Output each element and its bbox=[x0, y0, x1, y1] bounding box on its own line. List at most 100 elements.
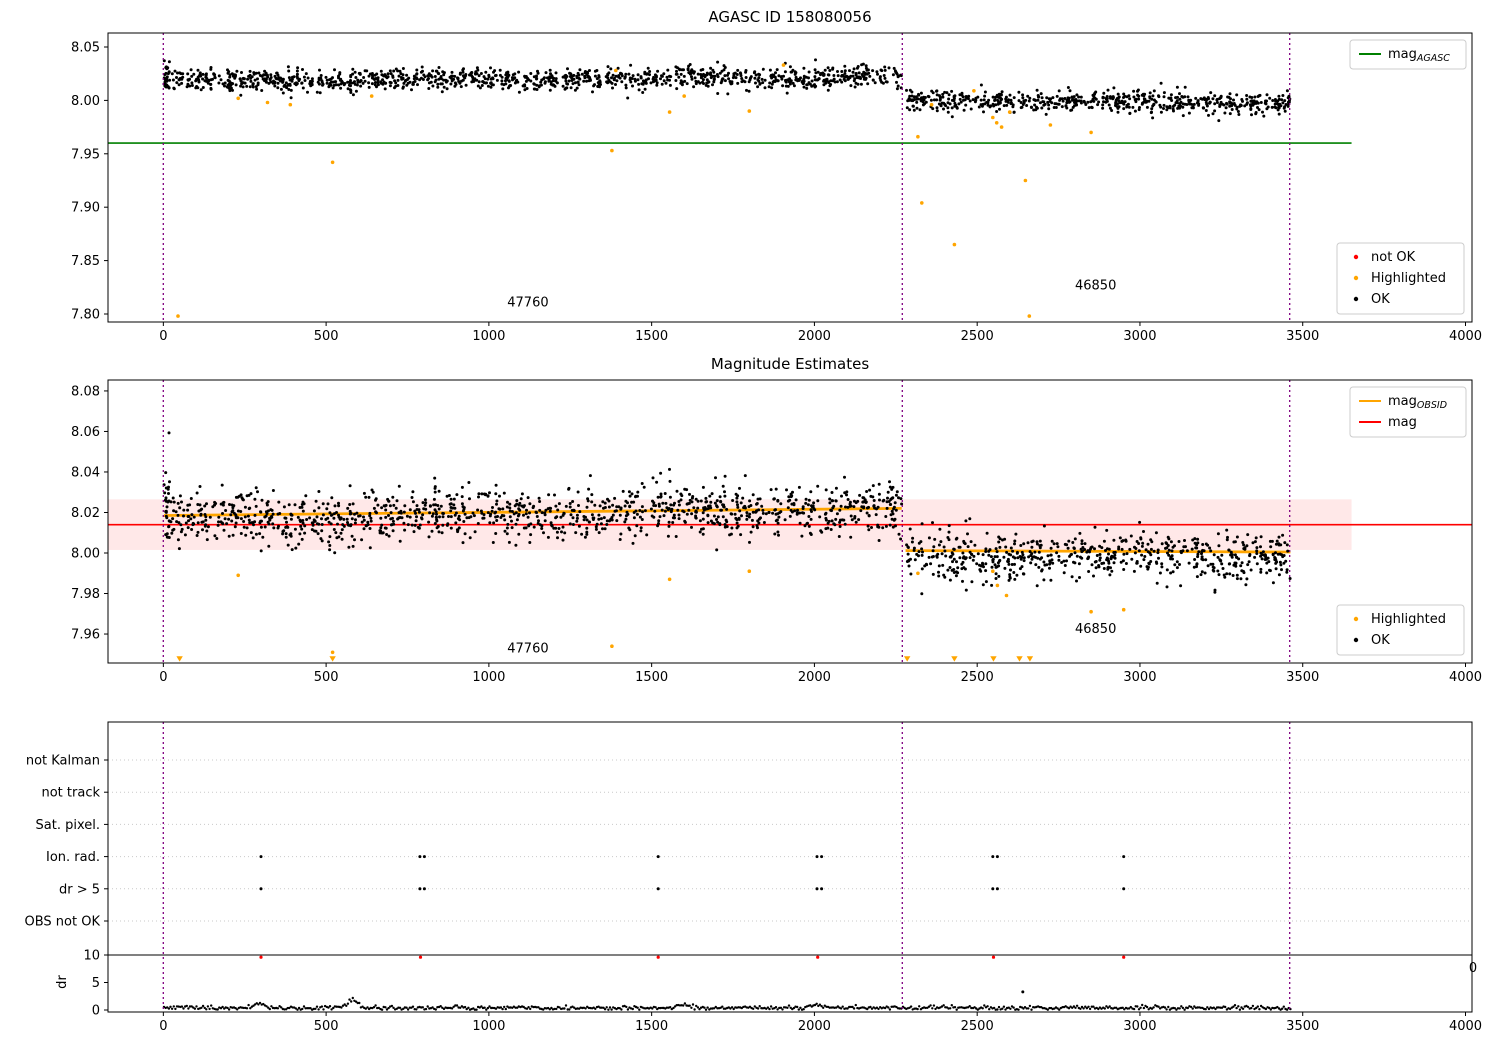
highlighted-point bbox=[1027, 314, 1032, 318]
x-tick-label: 2500 bbox=[961, 329, 994, 344]
highlighted-point bbox=[1004, 593, 1009, 598]
legend-marker-sample bbox=[1353, 637, 1359, 643]
highlighted-point bbox=[236, 96, 240, 101]
x-tick-label: 2000 bbox=[798, 670, 831, 685]
x-tick-label: 2000 bbox=[798, 329, 831, 344]
clipped-low-marker bbox=[903, 656, 911, 662]
dr-tick-label: 5 bbox=[92, 976, 100, 991]
highlighted-point bbox=[999, 125, 1004, 129]
highlighted-point bbox=[952, 242, 957, 247]
highlighted-point bbox=[1089, 609, 1093, 614]
x-tick-label: 3000 bbox=[1123, 670, 1156, 685]
y-tick-label: 7.98 bbox=[71, 587, 100, 602]
dr-gt5-flag-point bbox=[815, 887, 819, 891]
x-tick-label: 1000 bbox=[472, 329, 505, 344]
highlighted-point bbox=[682, 94, 686, 98]
y-tick-label: 8.05 bbox=[71, 40, 100, 55]
ion-rad-flag-point bbox=[991, 855, 995, 859]
flag-row-label: Ion. rad. bbox=[46, 850, 100, 865]
legend-label: not OK bbox=[1371, 250, 1416, 265]
y-tick-label: 7.95 bbox=[71, 147, 100, 162]
dr-gt5-flag-point bbox=[995, 887, 999, 891]
clipped-low-marker bbox=[1026, 656, 1034, 662]
highlighted-point bbox=[747, 569, 752, 573]
highlighted-point bbox=[994, 121, 999, 125]
axes-frame bbox=[107, 721, 1473, 1013]
legend-marker-sample bbox=[1353, 616, 1359, 622]
highlighted-point bbox=[781, 63, 786, 67]
obsid-annotation: 47760 bbox=[507, 296, 548, 311]
legend-label: magAGASC bbox=[1388, 47, 1450, 64]
clipped-low-marker bbox=[329, 656, 336, 662]
y-tick-label: 8.08 bbox=[71, 384, 100, 399]
axes-frame bbox=[107, 32, 1473, 323]
legend-box bbox=[1349, 386, 1467, 438]
not-ok-dr-point bbox=[656, 955, 660, 959]
highlighted-point bbox=[176, 314, 180, 318]
clipped-low-marker bbox=[1016, 656, 1023, 662]
dr-gt5-flag-point bbox=[656, 887, 660, 891]
flag-row-label: OBS not OK bbox=[25, 915, 101, 930]
highlighted-point bbox=[330, 160, 335, 165]
x-tick-label: 2500 bbox=[961, 1019, 994, 1034]
agasc-mag-chart: 0 500 1000 1500 2000 2500 3000 3500 4000 7.80 7.85… bbox=[71, 8, 1482, 344]
not-ok-dr-point bbox=[991, 955, 996, 959]
highlighted-point bbox=[991, 115, 995, 120]
x-tick-label: 1500 bbox=[635, 670, 668, 685]
legend-marker-sample bbox=[1353, 275, 1359, 281]
axes-frame bbox=[107, 379, 1473, 664]
x-tick-label: 1500 bbox=[635, 1019, 668, 1034]
x-tick-label: 3500 bbox=[1286, 670, 1319, 685]
legend-box bbox=[1336, 242, 1465, 315]
not-ok-dr-point bbox=[418, 955, 423, 959]
quality-flags-chart: not Kalman not track Sat. pixel. Ion. rad. d… bbox=[25, 721, 1482, 1034]
dr-gt5-flag-point bbox=[422, 887, 426, 891]
highlighted-point bbox=[991, 569, 995, 573]
x-tick-label: 4000 bbox=[1449, 1019, 1482, 1034]
x-tick-label: 3500 bbox=[1286, 329, 1319, 344]
y-tick-label: 7.80 bbox=[71, 307, 100, 322]
clipped-low-marker bbox=[951, 656, 958, 662]
x-tick-label: 3000 bbox=[1123, 329, 1156, 344]
ion-rad-flag-point bbox=[815, 855, 819, 859]
dr-axis-label: dr bbox=[55, 975, 70, 989]
highlighted-point bbox=[236, 573, 240, 578]
highlighted-point bbox=[1089, 130, 1093, 135]
flag-row-label: dr > 5 bbox=[59, 882, 100, 897]
y-tick-label: 8.00 bbox=[71, 94, 100, 109]
x-tick-label: 500 bbox=[314, 329, 339, 344]
highlighted-point bbox=[265, 100, 270, 105]
legend-label: Highlighted bbox=[1371, 612, 1446, 627]
highlighted-point bbox=[1023, 178, 1028, 183]
not-ok-dr-point bbox=[816, 955, 820, 959]
ion-rad-flag-point bbox=[259, 855, 263, 859]
x-tick-label: 1000 bbox=[472, 670, 505, 685]
mag-obsid-line bbox=[163, 507, 902, 517]
highlighted-point bbox=[614, 68, 618, 73]
flag-row-label: not track bbox=[41, 786, 100, 801]
not-ok-dr-point bbox=[259, 955, 263, 959]
x-tick-label: 500 bbox=[314, 670, 339, 685]
legend-marker-sample bbox=[1353, 254, 1359, 260]
x-tick-label: 2500 bbox=[961, 670, 994, 685]
x-tick-label: 4000 bbox=[1449, 329, 1482, 344]
x-tick-label: 0 bbox=[159, 1019, 167, 1034]
y-tick-label: 8.04 bbox=[71, 465, 100, 480]
x-tick-label: 0 bbox=[159, 670, 167, 685]
y-tick-label: 8.02 bbox=[71, 506, 100, 521]
highlighted-point bbox=[288, 102, 293, 107]
dr-gt5-flag-point bbox=[820, 887, 824, 891]
legend-label: Highlighted bbox=[1371, 271, 1446, 286]
y-tick-label: 7.96 bbox=[71, 628, 100, 643]
legend-label: OK bbox=[1371, 292, 1390, 307]
obsid-annotation: 47760 bbox=[507, 641, 548, 656]
x-tick-label: 0 bbox=[159, 329, 167, 344]
dr-tick-label: 10 bbox=[83, 949, 100, 964]
highlighted-point bbox=[916, 134, 920, 139]
y-tick-label: 8.00 bbox=[71, 547, 100, 562]
magnitude-estimates-chart: 0 500 1000 1500 2000 2500 3000 3500 4000 7.96 7.98… bbox=[71, 355, 1482, 685]
x-tick-label: 500 bbox=[314, 1019, 339, 1034]
chart-title: Magnitude Estimates bbox=[711, 355, 869, 373]
